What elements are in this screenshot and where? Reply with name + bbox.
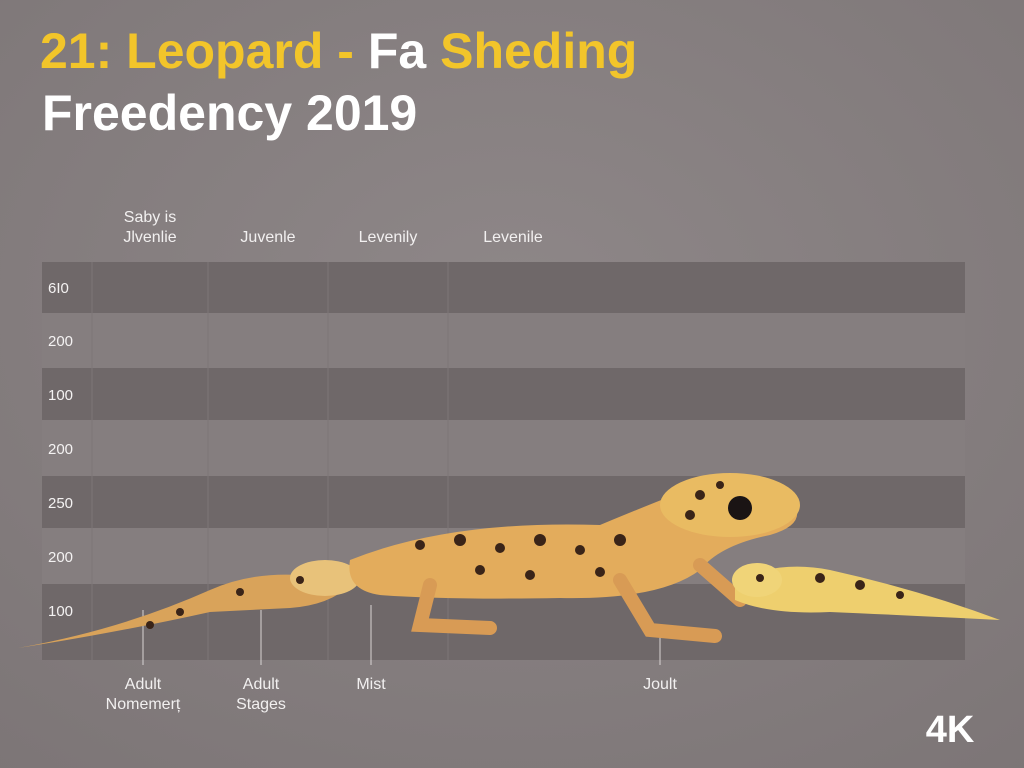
grid <box>42 262 965 660</box>
column-label: Saby is <box>124 209 176 226</box>
band <box>42 262 965 313</box>
band <box>42 313 965 368</box>
footer-label: Stages <box>236 696 286 713</box>
row-label: 100 <box>48 603 73 620</box>
footer-label: Nomemerț <box>106 696 181 713</box>
row-label: 200 <box>48 333 73 350</box>
title-line2: Freedency 2019 <box>42 85 417 141</box>
title-part: Fa <box>368 23 428 79</box>
row-label: 250 <box>48 495 73 512</box>
column-label: Levenily <box>359 229 418 246</box>
band <box>42 476 965 528</box>
row-label: 100 <box>48 387 73 404</box>
footer-label: Mist <box>356 676 386 693</box>
column-label: Jlvenlie <box>123 229 176 246</box>
row-label: 200 <box>48 441 73 458</box>
band <box>42 420 965 476</box>
badge: 4K <box>926 709 975 751</box>
footer-label: Adult <box>125 676 162 693</box>
footer-label: Adult <box>243 676 280 693</box>
band <box>42 368 965 420</box>
title-part: 21: Leopard - <box>40 23 368 79</box>
geckos <box>18 473 1000 648</box>
footer-label: Joult <box>643 676 677 693</box>
row-label: 200 <box>48 549 73 566</box>
column-label: Levenile <box>483 229 543 246</box>
title-part: Sheding <box>426 23 637 79</box>
title-line1: 21: Leopard - Fa Sheding <box>40 23 637 79</box>
row-label: 6I0 <box>48 280 69 297</box>
column-label: Juvenle <box>240 229 295 246</box>
